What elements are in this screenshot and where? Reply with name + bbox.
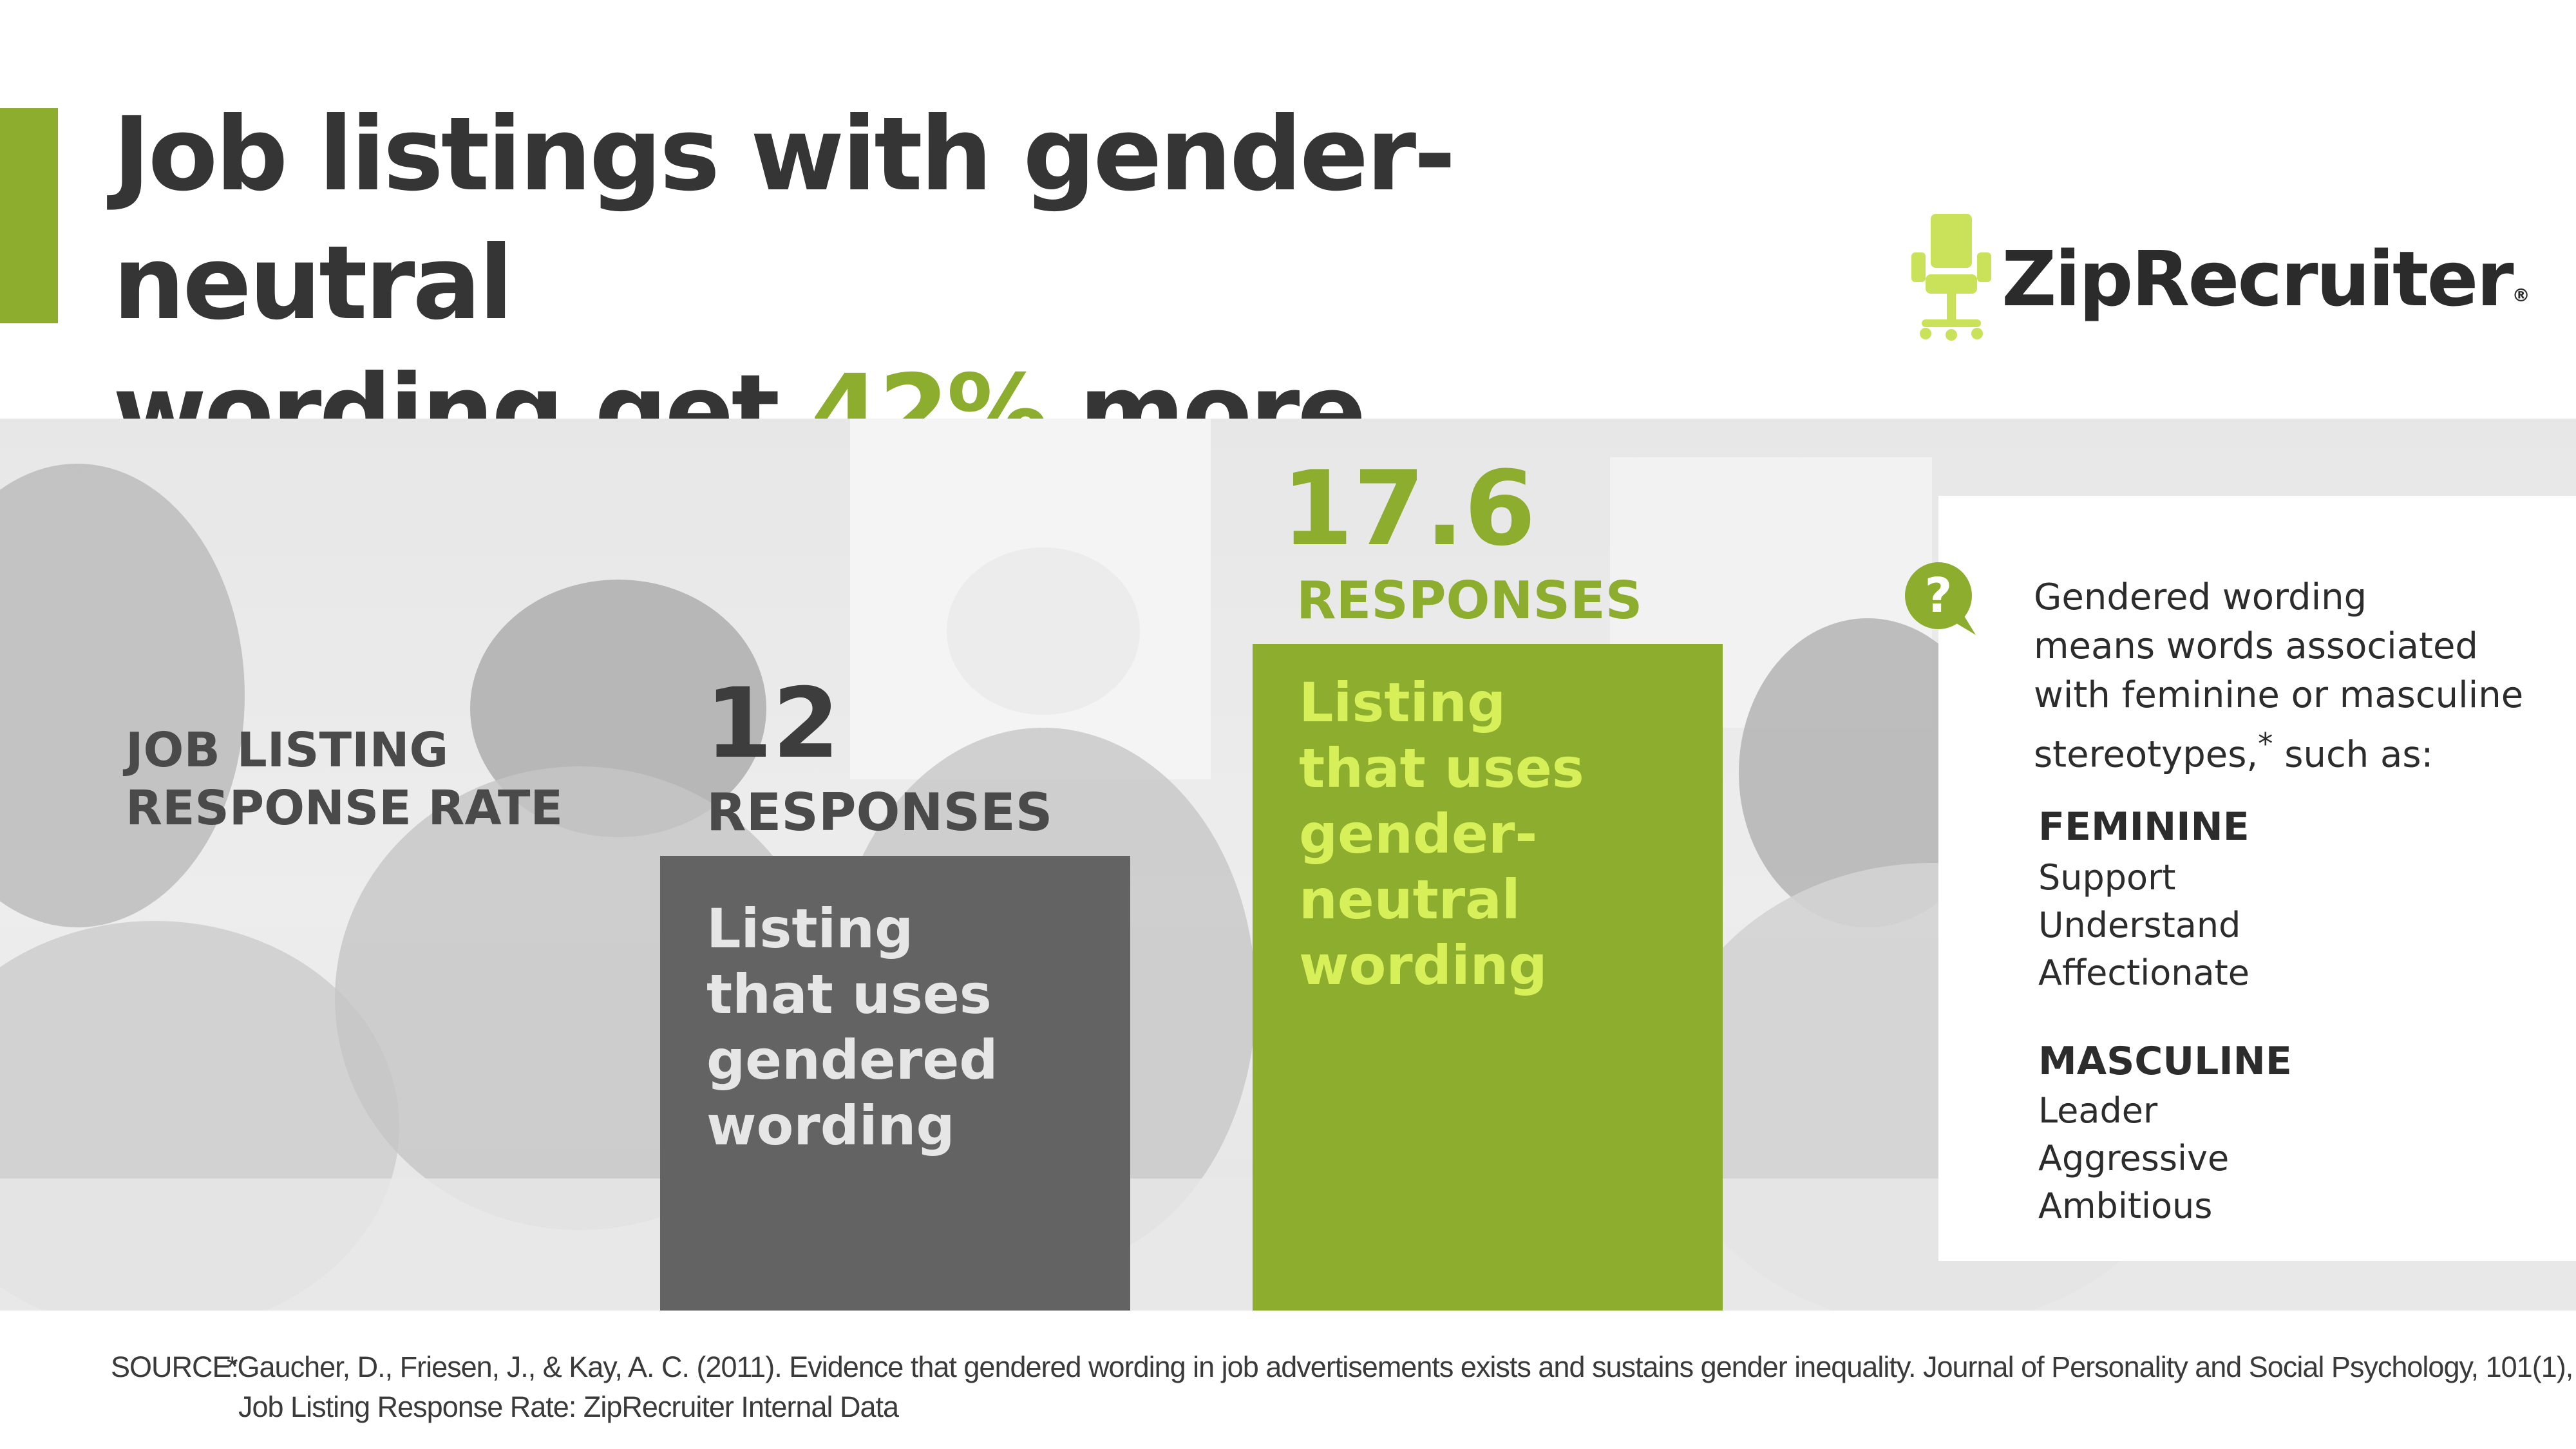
logo-text: ZipRecruiter [2002,234,2514,323]
bar-2: Listing that uses gender-neutral wording [1253,644,1723,1311]
list-item: Understand [2038,905,2241,945]
source-citation-1: *Gaucher, D., Friesen, J., & Kay, A. C. … [227,1350,2576,1383]
logo-wordmark: ZipRecruiter® [2002,237,2530,321]
bar-unit-label: RESPONSES [1296,571,1643,630]
bar-value-label: 12 [705,668,840,780]
bar-1: Listing that uses gendered wording [660,856,1130,1311]
y-axis-label-line-1: JOB LISTING [126,723,449,778]
bar-label-line: that uses [1299,737,1584,800]
svg-text:?: ? [1925,568,1953,623]
y-axis-label: JOB LISTING RESPONSE RATE [126,721,563,837]
list-item: Aggressive [2038,1138,2230,1179]
source-label: SOURCE: [111,1350,239,1383]
bar-category-label: Listing that uses gendered wording [706,896,998,1159]
y-axis-label-line-2: RESPONSE RATE [126,781,564,836]
info-intro-line-1: Gendered wording [2034,576,2367,618]
feminine-word-list: Support Understand Affectionate [2038,854,2249,997]
bar-value-label: 17.6 [1282,448,1536,569]
footnote-mark: * [2258,727,2273,762]
list-item: Ambitious [2038,1186,2213,1226]
info-intro-tail: such as: [2273,734,2434,776]
bar-label-line: Listing [1299,671,1506,734]
registered-mark: ® [2512,285,2530,306]
title-accent-bar [0,108,58,323]
bar-label-line: wording [1299,934,1548,997]
bar-label-line: gendered [706,1028,998,1092]
info-intro-line-4: stereotypes, [2034,734,2259,776]
question-bubble-icon: ? [1905,562,1976,635]
list-item: Support [2038,857,2176,898]
list-item: Leader [2038,1090,2158,1131]
bar-label-line: neutral [1299,868,1520,931]
ziprecruiter-logo: ZipRecruiter® [1906,213,2530,354]
info-box: Gendered wording means words associated … [1938,496,2576,1261]
info-intro-line-2: means words associated [2034,625,2478,667]
info-definition: Gendered wording means words associated … [2034,573,2549,780]
bar-category-label: Listing that uses gender-neutral wording [1299,670,1584,998]
title-line-1: Job listings with gender-neutral [113,95,1456,343]
list-item: Affectionate [2038,952,2249,993]
masculine-word-list: Leader Aggressive Ambitious [2038,1087,2229,1230]
chair-icon [1911,214,1991,341]
bar-label-line: that uses [706,963,992,1026]
info-intro-line-3: with feminine or masculine [2034,674,2524,716]
feminine-heading: FEMININE [2038,804,2249,849]
bar-label-line: gender- [1299,802,1538,866]
source-citation-2: Job Listing Response Rate: ZipRecruiter … [238,1390,899,1423]
source-footnote: SOURCE:*Gaucher, D., Friesen, J., & Kay,… [111,1347,2576,1427]
bar-unit-label: RESPONSES [706,782,1053,842]
bar-label-line: Listing [706,897,914,960]
bar-label-line: wording [706,1094,955,1157]
masculine-heading: MASCULINE [2038,1039,2292,1084]
